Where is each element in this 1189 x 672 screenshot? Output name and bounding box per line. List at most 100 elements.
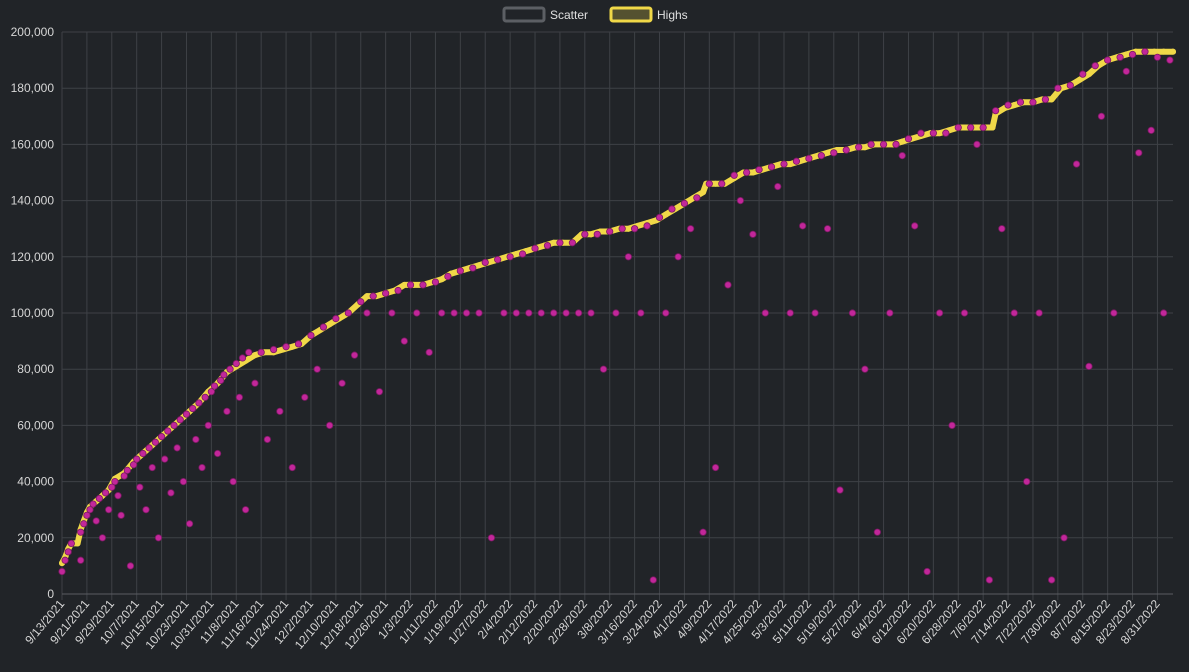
scatter-point[interactable] — [749, 230, 757, 238]
scatter-point[interactable] — [456, 267, 464, 275]
scatter-point[interactable] — [136, 483, 144, 491]
scatter-point[interactable] — [568, 239, 576, 247]
scatter-point[interactable] — [543, 241, 552, 250]
scatter-point[interactable] — [444, 272, 452, 281]
scatter-point[interactable] — [375, 388, 384, 396]
scatter-point[interactable] — [270, 345, 278, 354]
scatter-point[interactable] — [562, 309, 570, 317]
scatter-point[interactable] — [276, 407, 284, 415]
scatter-point[interactable] — [1153, 53, 1162, 61]
scatter-point[interactable] — [730, 171, 738, 179]
scatter-point[interactable] — [1054, 84, 1062, 92]
scatter-point[interactable] — [98, 534, 107, 542]
scatter-point[interactable] — [967, 123, 975, 132]
legend-swatch-scatter[interactable] — [502, 6, 546, 23]
scatter-point[interactable] — [142, 506, 150, 514]
scatter-point[interactable] — [550, 309, 558, 317]
scatter-point[interactable] — [574, 309, 583, 317]
scatter-point[interactable] — [1104, 56, 1112, 64]
scatter-point[interactable] — [512, 309, 520, 317]
scatter-point[interactable] — [680, 199, 689, 208]
scatter-point[interactable] — [581, 230, 589, 238]
scatter-point[interactable] — [736, 197, 745, 205]
scatter-point[interactable] — [1041, 95, 1050, 104]
scatter-point[interactable] — [319, 323, 328, 331]
scatter-point[interactable] — [133, 455, 141, 463]
scatter-point[interactable] — [148, 463, 156, 472]
scatter-point[interactable] — [836, 486, 844, 494]
scatter-point[interactable] — [618, 225, 626, 233]
scatter-point[interactable] — [406, 281, 415, 289]
scatter-point[interactable] — [525, 309, 533, 317]
scatter-point[interactable] — [462, 309, 471, 317]
scatter-point[interactable] — [58, 567, 66, 576]
scatter-point[interactable] — [593, 230, 601, 238]
scatter-point[interactable] — [382, 289, 390, 297]
scatter-point[interactable] — [892, 140, 900, 148]
scatter-point[interactable] — [145, 444, 153, 452]
scatter-point[interactable] — [811, 309, 819, 317]
scatter-point[interactable] — [294, 340, 303, 348]
scatter-point[interactable] — [674, 253, 682, 261]
scatter-point[interactable] — [313, 365, 321, 373]
scatter-point[interactable] — [64, 548, 72, 556]
scatter-point[interactable] — [301, 393, 309, 401]
scatter-point[interactable] — [1128, 50, 1137, 59]
scatter-point[interactable] — [210, 382, 219, 390]
scatter-point[interactable] — [1023, 477, 1031, 486]
scatter-point[interactable] — [1135, 149, 1143, 157]
scatter-point[interactable] — [388, 309, 396, 317]
scatter-point[interactable] — [229, 477, 237, 486]
scatter-point[interactable] — [111, 477, 119, 486]
scatter-point[interactable] — [992, 107, 1000, 115]
scatter-point[interactable] — [120, 472, 128, 480]
scatter-point[interactable] — [631, 225, 639, 233]
scatter-point[interactable] — [612, 309, 620, 317]
scatter-point[interactable] — [226, 365, 234, 373]
scatter-point[interactable] — [743, 168, 751, 177]
scatter-point[interactable] — [204, 421, 212, 429]
scatter-point[interactable] — [282, 343, 290, 351]
scatter-point[interactable] — [108, 483, 116, 491]
scatter-point[interactable] — [450, 309, 458, 317]
scatter-point[interactable] — [711, 463, 720, 472]
scatter-point[interactable] — [1060, 534, 1068, 542]
scatter-point[interactable] — [500, 309, 508, 317]
scatter-point[interactable] — [257, 348, 265, 356]
scatter-point[interactable] — [1091, 62, 1099, 70]
legend-swatch-highs[interactable] — [609, 6, 653, 23]
scatter-point[interactable] — [643, 222, 651, 230]
scatter-point[interactable] — [531, 244, 539, 252]
scatter-point[interactable] — [357, 298, 365, 306]
scatter-point[interactable] — [1010, 309, 1018, 317]
scatter-point[interactable] — [537, 309, 545, 317]
scatter-point[interactable] — [438, 309, 446, 317]
scatter-point[interactable] — [1079, 70, 1087, 78]
scatter-point[interactable] — [624, 253, 632, 261]
scatter-point[interactable] — [117, 511, 125, 519]
scatter-point[interactable] — [668, 205, 676, 213]
scatter-point[interactable] — [235, 393, 243, 401]
scatter-point[interactable] — [344, 309, 352, 317]
scatter-point[interactable] — [799, 222, 807, 230]
scatter-point[interactable] — [223, 407, 231, 415]
scatter-point[interactable] — [1166, 56, 1174, 64]
scatter-point[interactable] — [126, 562, 135, 570]
scatter-point[interactable] — [587, 309, 595, 317]
scatter-point[interactable] — [413, 309, 421, 317]
scatter-point[interactable] — [518, 250, 527, 258]
scatter-point[interactable] — [1035, 309, 1043, 317]
scatter-point[interactable] — [157, 433, 166, 441]
scatter-point[interactable] — [823, 225, 832, 233]
scatter-point[interactable] — [332, 315, 340, 323]
scatter-point[interactable] — [960, 309, 969, 317]
legend-label-highs[interactable]: Highs — [657, 8, 688, 22]
legend-label-scatter[interactable]: Scatter — [550, 8, 588, 22]
scatter-point[interactable] — [655, 213, 664, 222]
scatter-point[interactable] — [942, 129, 950, 137]
scatter-point[interactable] — [469, 264, 477, 272]
scatter-point[interactable] — [189, 404, 197, 413]
scatter-point[interactable] — [61, 556, 69, 564]
scatter-point[interactable] — [973, 140, 981, 148]
scatter-point[interactable] — [198, 463, 206, 472]
